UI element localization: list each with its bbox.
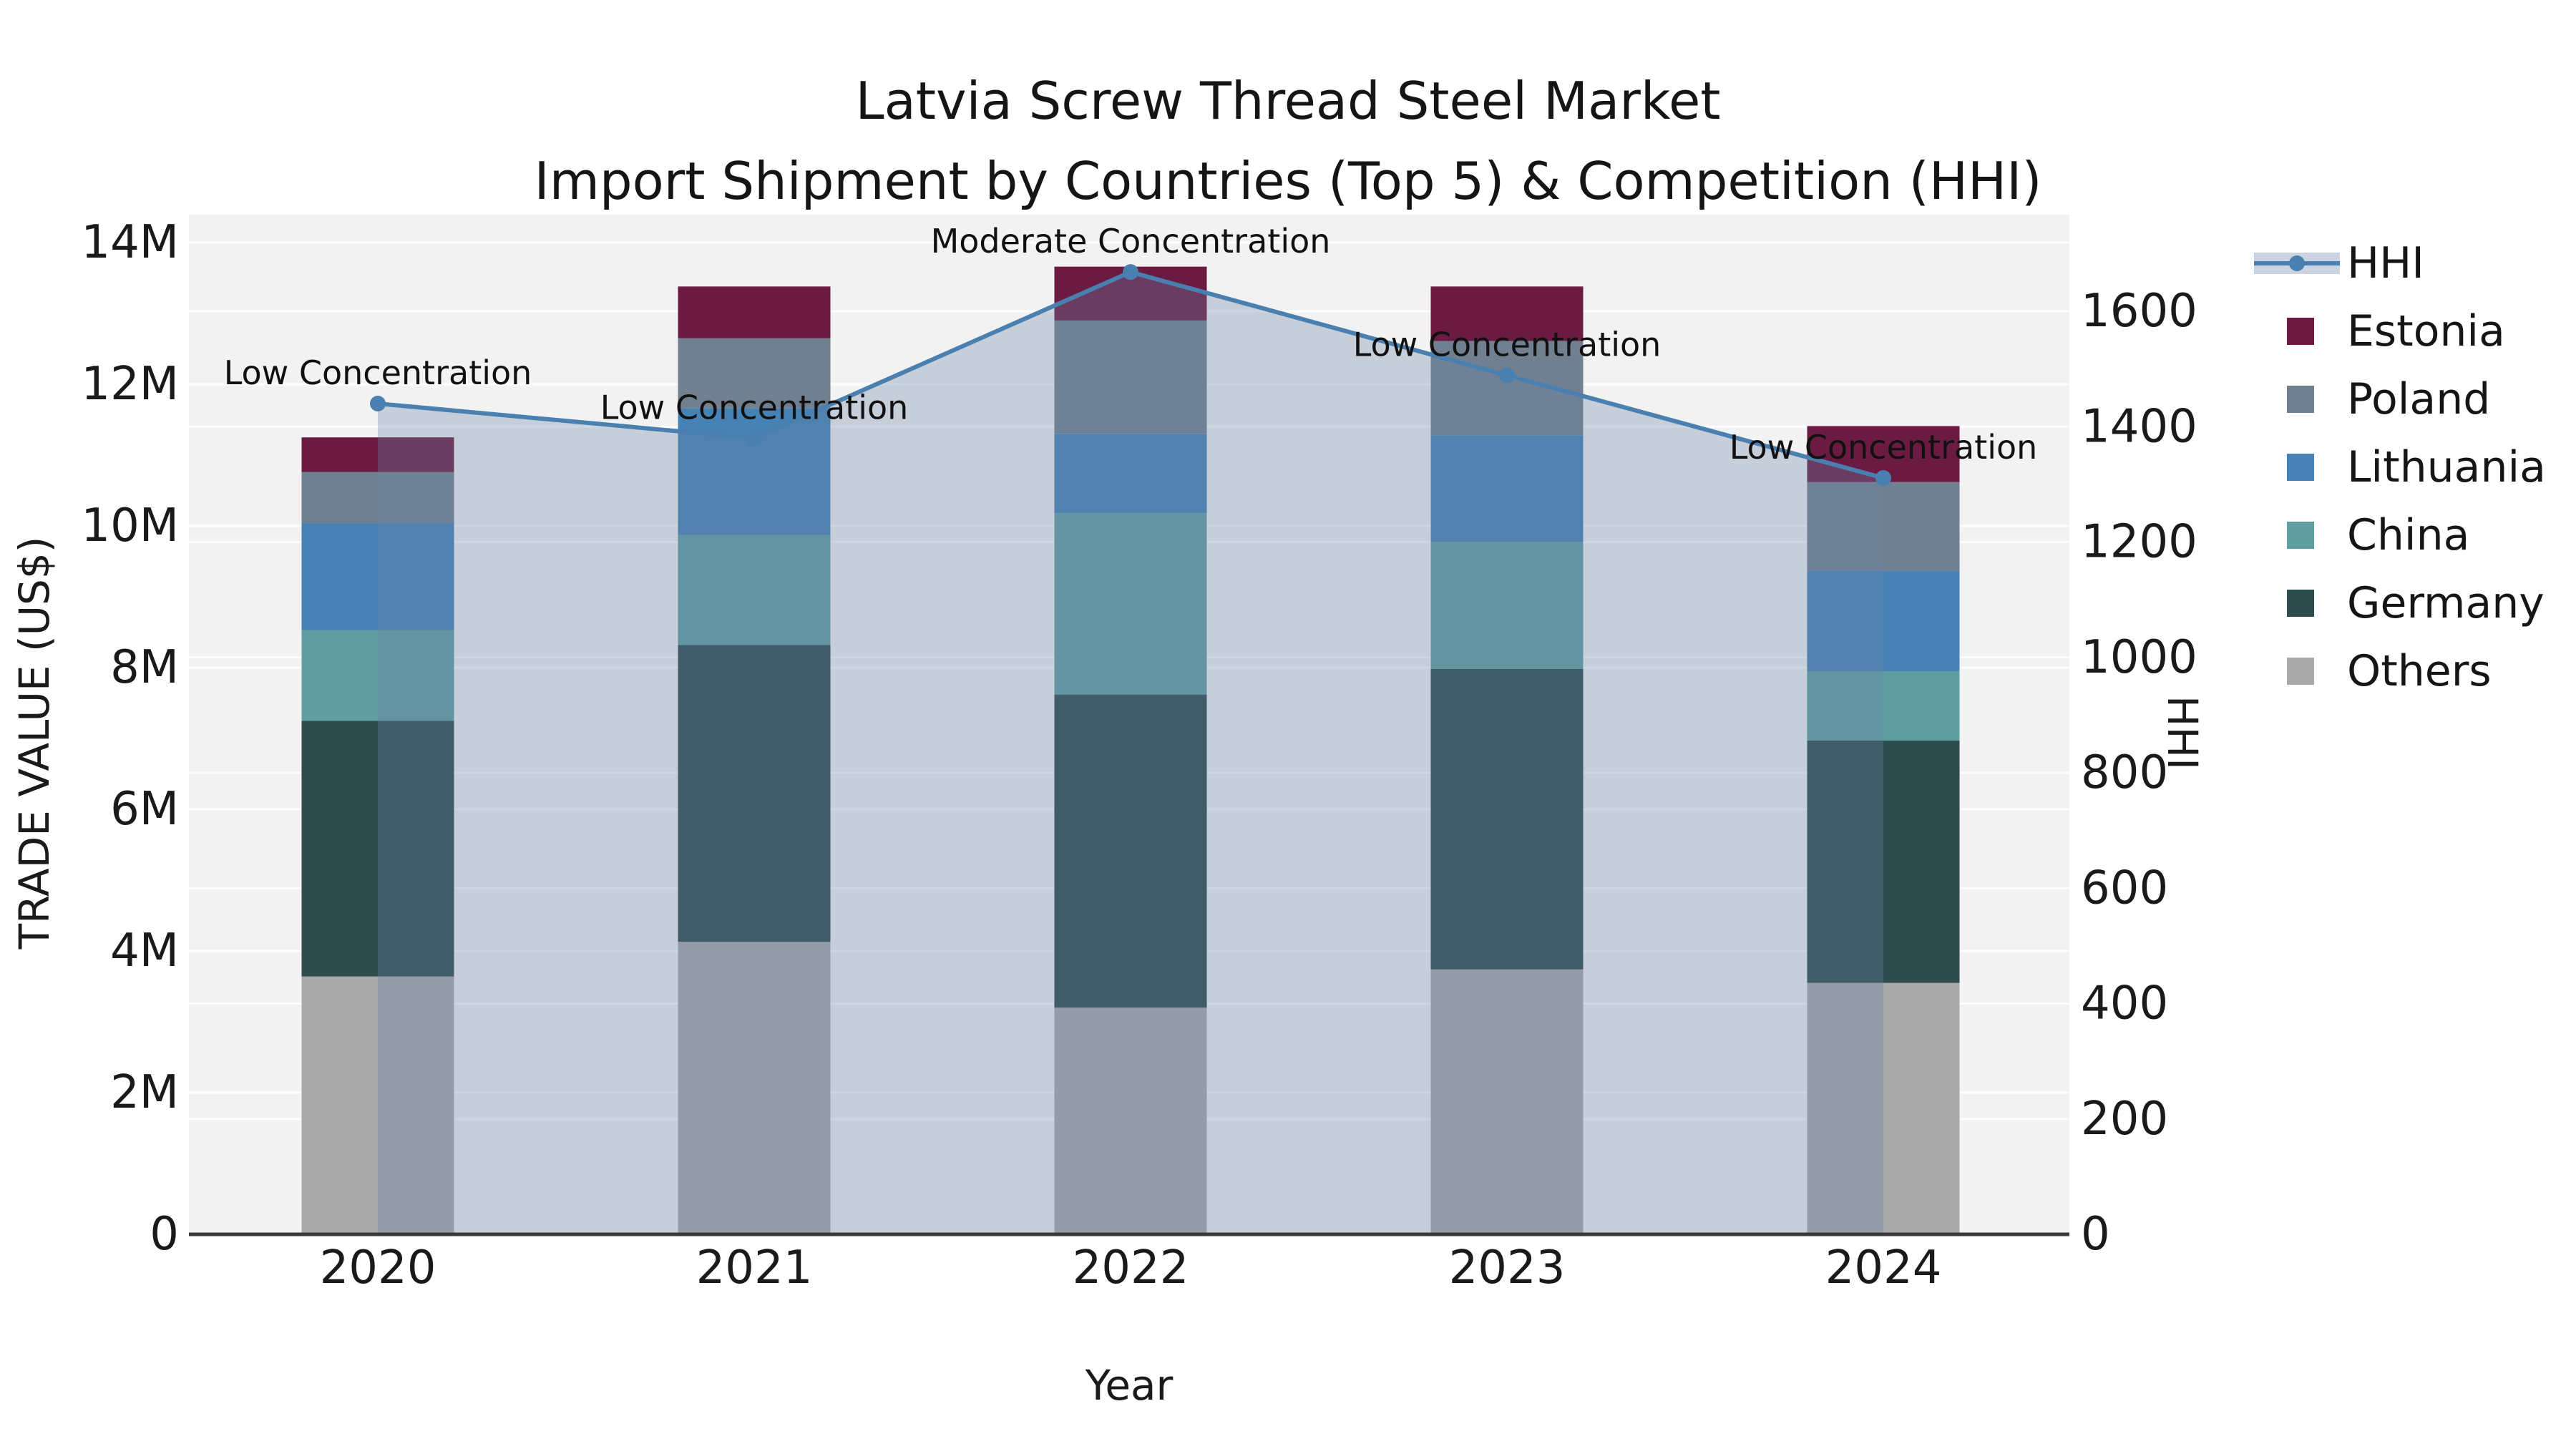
y-right-tick-600: 600	[2081, 862, 2168, 914]
chart-title: Latvia Screw Thread Steel Market Import …	[0, 62, 2576, 221]
legend-hhi-line-icon	[2254, 253, 2340, 274]
legend-item-estonia: Estonia	[2254, 297, 2576, 366]
legend-label-estonia: Estonia	[2347, 306, 2505, 356]
bar-segment-lithuania-2022	[1054, 434, 1207, 514]
y-left-tick-12M: 12M	[81, 358, 179, 411]
bar-segment-lithuania-2020	[301, 523, 454, 630]
legend-swatch-germany	[2287, 590, 2314, 617]
bar-segment-germany-2022	[1054, 694, 1207, 1008]
bar-segment-lithuania-2024	[1807, 570, 1960, 671]
y-left-tick-14M: 14M	[81, 216, 179, 269]
bar-segment-china-2020	[301, 630, 454, 721]
bar-segment-estonia-2020	[301, 437, 454, 472]
chart-title-line2: Import Shipment by Countries (Top 5) & C…	[534, 150, 2042, 211]
hhi-marker-2023	[1499, 367, 1515, 384]
annotation-2022: Moderate Concentration	[931, 222, 1331, 260]
x-tick-2023: 2023	[1449, 1241, 1566, 1294]
y-left-tick-10M: 10M	[81, 499, 179, 552]
annotation-2023: Low Concentration	[1353, 325, 1662, 364]
y-right-tick-1200: 1200	[2081, 516, 2197, 569]
legend-item-others: Others	[2254, 637, 2576, 706]
legend-item-germany: Germany	[2254, 569, 2576, 638]
y-right-tick-0: 0	[2081, 1208, 2110, 1261]
bar-segment-china-2023	[1430, 542, 1584, 669]
legend-label-lithuania: Lithuania	[2347, 442, 2546, 492]
legend-swatch-others	[2287, 658, 2314, 685]
legend-label-china: China	[2347, 510, 2470, 560]
bar-segment-poland-2020	[301, 472, 454, 524]
bar-segment-lithuania-2021	[678, 408, 831, 535]
bar-segment-others-2024	[1807, 982, 1960, 1234]
x-tick-2024: 2024	[1825, 1241, 1942, 1294]
annotation-2024: Low Concentration	[1729, 428, 2038, 467]
y-left-tick-4M: 4M	[110, 924, 179, 977]
bar-segment-germany-2024	[1807, 740, 1960, 983]
hhi-marker-2022	[1123, 264, 1138, 280]
chart-title-line1: Latvia Screw Thread Steel Market	[855, 71, 1721, 131]
y-right-tick-800: 800	[2081, 746, 2168, 799]
legend-label-germany: Germany	[2347, 578, 2545, 628]
legend-item-poland: Poland	[2254, 365, 2576, 434]
y-left-tick-0: 0	[150, 1208, 179, 1261]
y-left-axis-title: TRADE VALUE (US$)	[10, 536, 59, 950]
hhi-marker-2020	[370, 396, 386, 411]
hhi-marker-2021	[746, 430, 762, 447]
legend-item-lithuania: Lithuania	[2254, 433, 2576, 502]
legend-item-china: China	[2254, 501, 2576, 570]
x-axis-title: Year	[1085, 1361, 1174, 1410]
legend-label-poland: Poland	[2347, 374, 2491, 424]
y-left-tick-8M: 8M	[110, 641, 179, 694]
x-tick-2021: 2021	[696, 1241, 813, 1294]
bar-segment-china-2024	[1807, 670, 1960, 741]
bar-segment-others-2023	[1430, 969, 1584, 1234]
x-tick-2020: 2020	[320, 1241, 436, 1294]
bar-segment-china-2022	[1054, 513, 1207, 695]
bar-segment-poland-2022	[1054, 320, 1207, 434]
legend-label-others: Others	[2347, 646, 2492, 696]
hhi-area-fill	[378, 272, 1883, 1234]
y-right-tick-1600: 1600	[2081, 285, 2197, 338]
y-right-tick-1000: 1000	[2081, 631, 2197, 684]
hhi-marker-2024	[1875, 470, 1891, 487]
bar-segment-poland-2021	[678, 338, 831, 409]
y-right-tick-400: 400	[2081, 977, 2168, 1030]
bar-segment-germany-2021	[678, 645, 831, 942]
annotation-2020: Low Concentration	[224, 353, 532, 392]
bar-segment-others-2020	[301, 976, 454, 1234]
y-left-tick-2M: 2M	[110, 1066, 179, 1119]
bar-segment-estonia-2023	[1430, 286, 1584, 341]
bar-segment-china-2021	[678, 535, 831, 645]
bar-segment-estonia-2021	[678, 286, 831, 338]
legend-swatch-china	[2287, 522, 2314, 549]
bar-segment-germany-2023	[1430, 668, 1584, 970]
bar-segment-others-2022	[1054, 1008, 1207, 1234]
legend-item-hhi: HHI	[2254, 229, 2576, 298]
annotation-2021: Low Concentration	[600, 388, 909, 426]
legend-label-hhi: HHI	[2347, 238, 2424, 288]
legend-swatch-lithuania	[2287, 454, 2314, 481]
legend-hhi-dot	[2289, 255, 2305, 271]
legend-swatch-poland	[2287, 386, 2314, 413]
bar-segment-others-2021	[678, 942, 831, 1234]
y-right-tick-200: 200	[2081, 1093, 2168, 1146]
y-left-tick-6M: 6M	[110, 783, 179, 836]
bar-segment-germany-2020	[301, 721, 454, 977]
y-right-axis-title: HHI	[2158, 695, 2207, 771]
bar-segment-poland-2024	[1807, 482, 1960, 571]
y-right-tick-1400: 1400	[2081, 400, 2197, 453]
x-tick-2022: 2022	[1073, 1241, 1189, 1294]
legend-swatch-estonia	[2287, 318, 2314, 345]
bar-segment-lithuania-2023	[1430, 435, 1584, 542]
